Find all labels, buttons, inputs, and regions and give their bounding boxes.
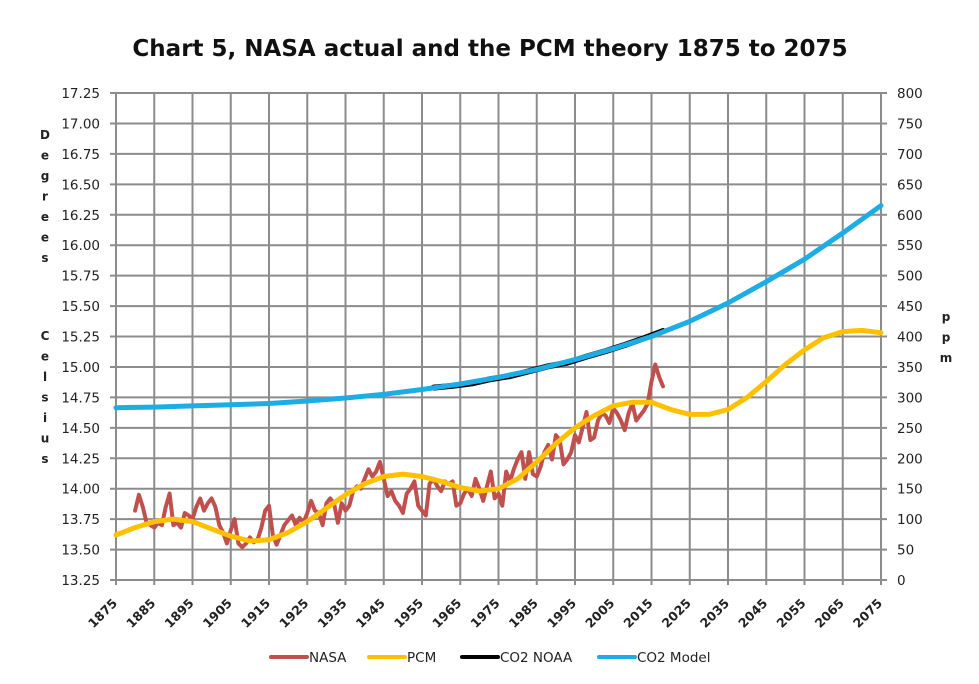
y-axis-label-letter: e (41, 231, 49, 245)
y-axis-label-letter: l (43, 370, 47, 384)
y-axis-label-letter: C (41, 329, 50, 343)
x-tick-label: 1895 (161, 596, 196, 631)
x-tick-label: 1965 (429, 596, 464, 631)
y-tick-label-left: 14.25 (61, 451, 100, 467)
y-tick-label-right: 100 (897, 512, 923, 528)
x-tick-label: 1885 (123, 596, 158, 631)
y-tick-label-right: 750 (897, 116, 923, 132)
y-tick-label-right: 650 (897, 177, 923, 193)
series (113, 203, 884, 550)
legend-label: CO2 Model (637, 650, 710, 666)
grid (110, 92, 887, 585)
x-tick-label: 2075 (850, 596, 885, 631)
y-tick-label-left: 16.00 (61, 238, 100, 254)
y-tick-label-right: 450 (897, 299, 923, 315)
y-tick-label-right: 800 (897, 86, 923, 102)
y2-axis-label-letter: p (942, 310, 951, 324)
y-tick-label-left: 13.75 (61, 512, 100, 528)
legend-label: CO2 NOAA (500, 650, 573, 666)
x-tick-label: 2025 (659, 596, 694, 631)
x-tick-label: 1875 (85, 596, 120, 631)
y-tick-label-left: 16.25 (61, 208, 100, 224)
y-tick-label-left: 13.50 (61, 543, 100, 559)
y-tick-label-left: 15.50 (61, 299, 100, 315)
x-tick-label: 2055 (773, 596, 808, 631)
y-tick-label-left: 13.25 (61, 573, 100, 589)
y-axis-label-letter: s (41, 251, 48, 265)
y-tick-label-right: 550 (897, 238, 923, 254)
x-tick-label: 1915 (238, 596, 273, 631)
y-tick-label-left: 14.75 (61, 390, 100, 406)
y-tick-label-right: 300 (897, 390, 923, 406)
y2-axis-label-letter: m (940, 351, 953, 365)
y-tick-label-left: 17.25 (61, 86, 100, 102)
x-tick-label: 2015 (620, 596, 655, 631)
y-tick-label-right: 400 (897, 330, 923, 346)
y-tick-label-right: 200 (897, 451, 923, 467)
y-axis-label-letter: e (41, 210, 49, 224)
y-tick-label-left: 15.25 (61, 330, 100, 346)
x-tick-label: 1945 (353, 596, 388, 631)
y-axis-label-letter: e (41, 149, 49, 163)
x-tick-label: 2065 (812, 596, 847, 631)
y-tick-label-right: 350 (897, 360, 923, 376)
x-tick-label: 1955 (391, 596, 426, 631)
y2-axis-label-letter: p (942, 331, 951, 345)
x-tick-label: 1905 (200, 596, 235, 631)
x-tick-label: 2035 (697, 596, 732, 631)
y-tick-label-right: 250 (897, 421, 923, 437)
y-axis-label-right: ppm (940, 310, 953, 365)
chart-title: Chart 5, NASA actual and the PCM theory … (132, 36, 847, 62)
x-tick-label: 1925 (276, 596, 311, 631)
y-tick-label-right: 700 (897, 147, 923, 163)
legend: NASA PCM CO2 NOAA CO2 Model (269, 650, 710, 666)
y-tick-label-right: 150 (897, 482, 923, 498)
axes: 1875 1885 1895 1905 1915 1925 1935 1945 1955 1965… (61, 86, 922, 631)
y-tick-label-right: 50 (897, 543, 914, 559)
y-axis-label-letter: s (41, 391, 48, 405)
y-axis-label-letter: D (40, 128, 50, 142)
y-axis-label-letter: i (43, 411, 47, 425)
x-tick-label: 1985 (506, 596, 541, 631)
y-tick-label-right: 500 (897, 269, 923, 285)
x-tick-label: 2045 (735, 596, 770, 631)
x-tick-label: 1975 (467, 596, 502, 631)
series-line-co2-noaa (430, 328, 666, 391)
y-axis-label-letter: g (41, 169, 50, 183)
y-axis-label-letter: s (41, 452, 48, 466)
y-tick-label-left: 14.50 (61, 421, 100, 437)
y-tick-label-left: 15.75 (61, 269, 100, 285)
legend-label: PCM (407, 650, 436, 666)
y-tick-label-left: 14.00 (61, 482, 100, 498)
y-tick-label-left: 16.75 (61, 147, 100, 163)
x-tick-label: 2005 (582, 596, 617, 631)
x-tick-label: 1935 (314, 596, 349, 631)
y-tick-label-left: 15.00 (61, 360, 100, 376)
legend-label: NASA (309, 650, 347, 666)
x-tick-label: 1995 (544, 596, 579, 631)
y-tick-label-left: 16.50 (61, 177, 100, 193)
y-axis-label-letter: r (42, 190, 48, 204)
y-tick-label-right: 600 (897, 208, 923, 224)
y-axis-label-letter: e (41, 350, 49, 364)
y-tick-label-left: 17.00 (61, 116, 100, 132)
y-tick-label-right: 0 (897, 573, 906, 589)
y-axis-label-letter: u (41, 432, 50, 446)
